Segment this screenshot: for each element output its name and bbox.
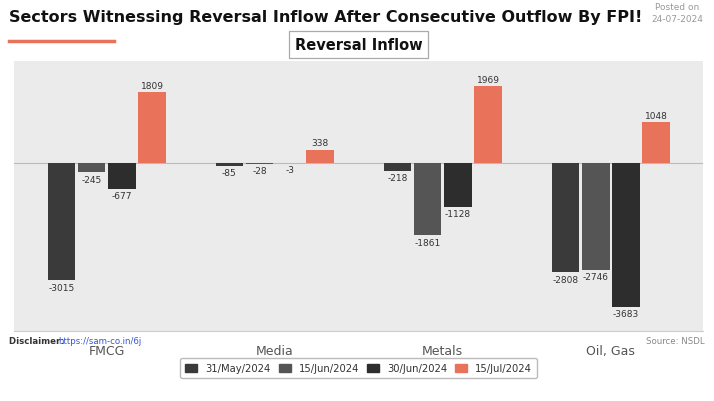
Legend: 31/May/2024, 15/Jun/2024, 30/Jun/2024, 15/Jul/2024: 31/May/2024, 15/Jun/2024, 30/Jun/2024, 1… [181,358,537,378]
Bar [78,163,106,173]
Text: -85: -85 [222,169,237,178]
Text: 1048: 1048 [645,111,668,120]
Bar [48,163,75,281]
Bar [612,163,640,307]
Text: -677: -677 [111,192,132,201]
Bar [216,163,243,167]
Bar [246,163,273,164]
Text: #SAMSHOTS: #SAMSHOTS [13,371,121,385]
Text: Sectors Witnessing Reversal Inflow After Consecutive Outflow By FPI!: Sectors Witnessing Reversal Inflow After… [9,10,643,25]
Text: 1969: 1969 [477,76,500,85]
Text: -1128: -1128 [445,209,471,219]
Text: -218: -218 [387,174,408,183]
Text: Posted on
24-07-2024: Posted on 24-07-2024 [651,3,703,24]
Text: -3015: -3015 [49,283,74,292]
Bar [474,87,502,163]
Text: -1861: -1861 [415,238,441,247]
Bar [414,163,441,236]
Bar [108,163,136,190]
Bar [552,163,579,273]
Text: Reversal Inflow: Reversal Inflow [295,38,423,53]
Text: 1809: 1809 [141,82,164,91]
Text: -3683: -3683 [613,309,639,318]
Text: ╳SAMCO: ╳SAMCO [630,369,701,387]
Text: -245: -245 [81,175,101,184]
Text: -2808: -2808 [553,275,578,284]
Text: -2746: -2746 [583,272,609,282]
Text: https://sam-co.in/6j: https://sam-co.in/6j [58,336,141,345]
Text: Source: NSDL: Source: NSDL [646,336,705,345]
Text: 338: 338 [311,139,328,148]
Bar [643,123,670,163]
Bar [444,163,472,207]
Text: Disclaimer:: Disclaimer: [9,336,67,345]
Bar [306,150,334,163]
Text: -3: -3 [286,166,294,174]
Bar [383,163,411,172]
Bar [582,163,610,270]
Bar [139,93,166,163]
Text: -28: -28 [252,167,267,176]
